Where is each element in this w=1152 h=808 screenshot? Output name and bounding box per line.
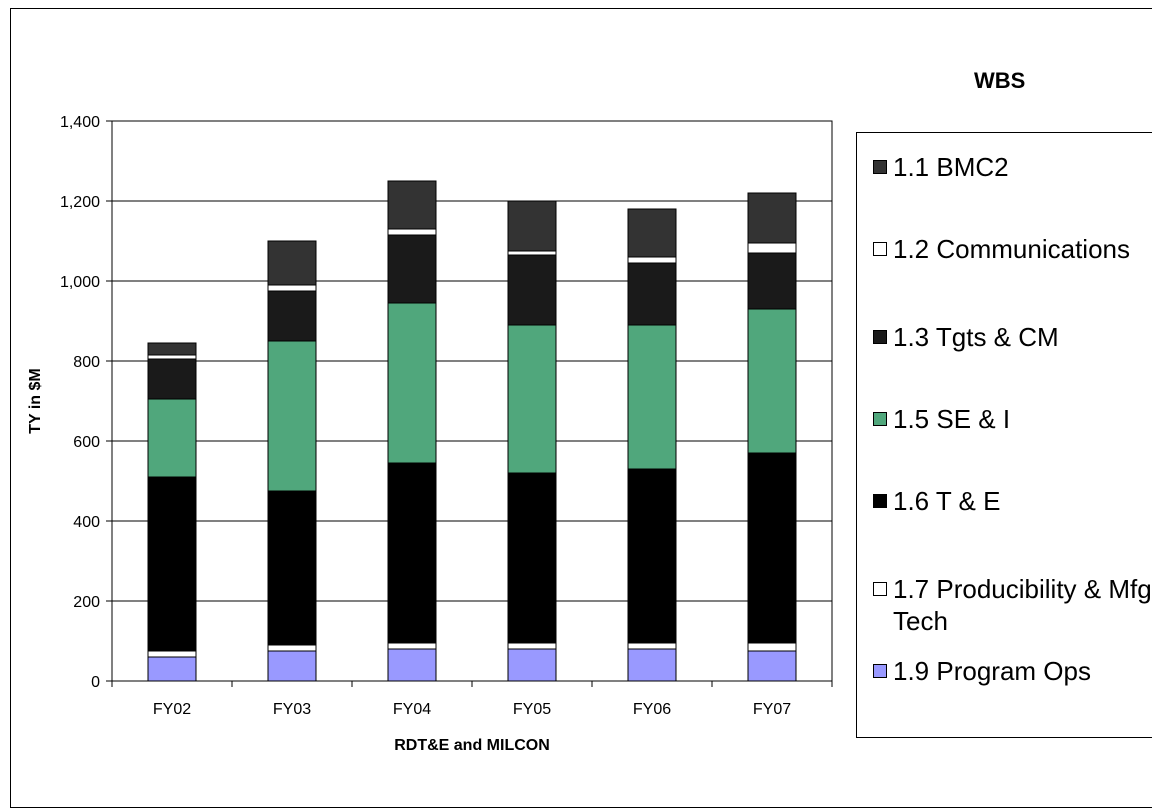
- bar-segment-fy06-6: [627, 208, 677, 258]
- legend-swatch: [873, 494, 887, 508]
- bar-segment-fy04-1: [387, 642, 437, 650]
- bar-segment-fy03-1: [267, 644, 317, 652]
- bar-segment-fy02-0: [147, 656, 197, 682]
- x-tick-label: FY04: [393, 701, 431, 718]
- legend-item: 1.7 Producibility & Mfg Tech: [873, 573, 1152, 637]
- bar-segment-fy02-6: [147, 342, 197, 356]
- legend-swatch: [873, 330, 887, 344]
- bar-segment-fy06-4: [627, 262, 677, 326]
- legend-label: 1.2 Communications: [893, 234, 1130, 264]
- bar-segment-fy05-2: [507, 472, 557, 644]
- bar-segment-fy03-3: [267, 340, 317, 492]
- bar-segment-fy02-5: [147, 354, 197, 360]
- bar-segment-fy05-5: [507, 250, 557, 256]
- bar-segment-fy05-4: [507, 254, 557, 326]
- legend-swatch: [873, 582, 887, 596]
- bar-segment-fy05-6: [507, 200, 557, 252]
- bar-segment-fy07-4: [747, 252, 797, 310]
- bar-segment-fy07-5: [747, 242, 797, 254]
- x-tick-label: FY05: [513, 701, 551, 718]
- y-tick-label: 200: [73, 594, 100, 611]
- legend-item: 1.9 Program Ops: [873, 655, 1152, 687]
- bar-segment-fy03-4: [267, 290, 317, 342]
- bar-segment-fy02-4: [147, 358, 197, 400]
- legend-label: 1.9 Program Ops: [893, 656, 1091, 686]
- x-tick-label: FY07: [753, 701, 791, 718]
- legend-swatch: [873, 160, 887, 174]
- bar-segment-fy04-3: [387, 302, 437, 464]
- bar-segment-fy02-2: [147, 476, 197, 652]
- x-axis-title: RDT&E and MILCON: [394, 737, 550, 754]
- bar-segment-fy04-6: [387, 180, 437, 230]
- bar-segment-fy06-2: [627, 468, 677, 644]
- y-tick-label: 0: [91, 674, 100, 691]
- legend-title: WBS: [974, 68, 1026, 93]
- bar-segment-fy06-3: [627, 324, 677, 470]
- bar-segment-fy07-3: [747, 308, 797, 454]
- bar-segment-fy06-5: [627, 256, 677, 264]
- legend-label: 1.6 T & E: [893, 486, 1001, 516]
- legend-label: 1.3 Tgts & CM: [893, 322, 1059, 352]
- bar-segment-fy06-1: [627, 642, 677, 650]
- bar-segment-fy07-0: [747, 650, 797, 682]
- bar-segment-fy02-1: [147, 650, 197, 658]
- bar-segment-fy04-0: [387, 648, 437, 682]
- bar-segment-fy04-5: [387, 228, 437, 236]
- bar-segment-fy04-2: [387, 462, 437, 644]
- bar-segment-fy02-3: [147, 398, 197, 478]
- bar-segment-fy05-1: [507, 642, 557, 650]
- bar-segment-fy03-5: [267, 284, 317, 292]
- bar-segment-fy05-0: [507, 648, 557, 682]
- bar-segment-fy03-0: [267, 650, 317, 682]
- bar-segment-fy07-1: [747, 642, 797, 652]
- legend-swatch: [873, 664, 887, 678]
- bar-segment-fy06-0: [627, 648, 677, 682]
- legend-item: 1.2 Communications: [873, 233, 1152, 265]
- legend-item: 1.5 SE & I: [873, 403, 1152, 435]
- bar-segment-fy07-2: [747, 452, 797, 644]
- y-tick-label: 1,400: [60, 114, 100, 131]
- y-tick-label: 400: [73, 514, 100, 531]
- bar-segment-fy03-6: [267, 240, 317, 286]
- y-tick-label: 1,000: [60, 274, 100, 291]
- bar-segment-fy04-4: [387, 234, 437, 304]
- legend-item: 1.3 Tgts & CM: [873, 321, 1152, 353]
- bar-segment-fy05-3: [507, 324, 557, 474]
- legend-label: 1.5 SE & I: [893, 404, 1011, 434]
- bar-segment-fy03-2: [267, 490, 317, 646]
- x-tick-label: FY02: [153, 701, 191, 718]
- legend-item: 1.6 T & E: [873, 485, 1152, 517]
- y-axis-title: TY in $M: [27, 368, 44, 434]
- x-tick-label: FY06: [633, 701, 671, 718]
- legend-item: 1.1 BMC2: [873, 151, 1152, 183]
- x-tick-label: FY03: [273, 701, 311, 718]
- legend-swatch: [873, 242, 887, 256]
- y-tick-label: 600: [73, 434, 100, 451]
- legend: 1.1 BMC2 1.2 Communications 1.3 Tgts & CM 1…: [856, 132, 1152, 738]
- plot-area: [111, 120, 833, 682]
- legend-label: 1.7 Producibility & Mfg Tech: [893, 574, 1152, 636]
- y-tick-label: 1,200: [60, 194, 100, 211]
- legend-label: 1.1 BMC2: [893, 152, 1009, 182]
- y-tick-label: 800: [73, 354, 100, 371]
- bar-segment-fy07-6: [747, 192, 797, 244]
- legend-swatch: [873, 412, 887, 426]
